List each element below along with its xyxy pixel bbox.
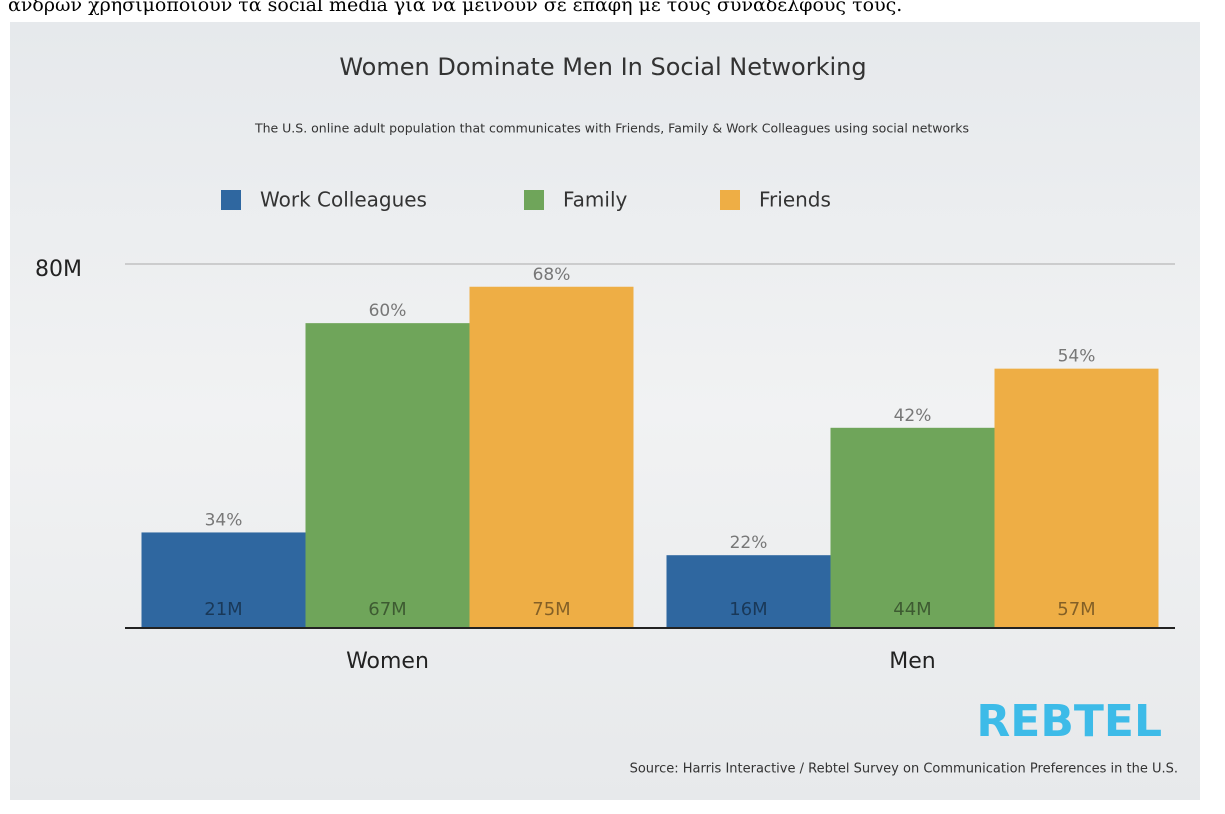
x-tick-label: Men [889,649,935,674]
legend-label: Friends [759,188,831,212]
value-label: 67M [368,599,406,620]
value-label: 16M [729,599,767,620]
legend-swatch [720,190,740,210]
share-label: 42% [894,406,932,426]
legend-label: Family [563,188,628,212]
source: Source: Harris Interactive / Rebtel Surv… [630,762,1178,777]
bar [469,286,634,628]
share-label: 22% [730,533,768,553]
value-label: 44M [893,599,931,620]
share-label: 68% [533,265,571,285]
share-label: 34% [205,510,243,530]
bar [994,368,1159,628]
y-tick-label: 80M [35,257,82,282]
bar [666,555,831,628]
legend-label: Work Colleagues [260,188,427,212]
share-label: 60% [369,301,407,321]
bar [305,323,470,628]
legend-swatch [524,190,544,210]
x-tick-label: Women [346,649,429,674]
value-label: 57M [1057,599,1095,620]
legend-swatch [221,190,241,210]
value-label: 75M [532,599,570,620]
bar [830,427,995,628]
logo: REBTEL [976,696,1162,747]
bar [141,532,306,628]
share-label: 54% [1058,347,1096,367]
value-label: 21M [204,599,242,620]
chart-subtitle: The U.S. online adult population that co… [254,121,969,136]
chart-title: Women Dominate Men In Social Networking [339,53,866,81]
caption: ανδρών χρησιμοποιούν τα social media για… [8,0,902,16]
